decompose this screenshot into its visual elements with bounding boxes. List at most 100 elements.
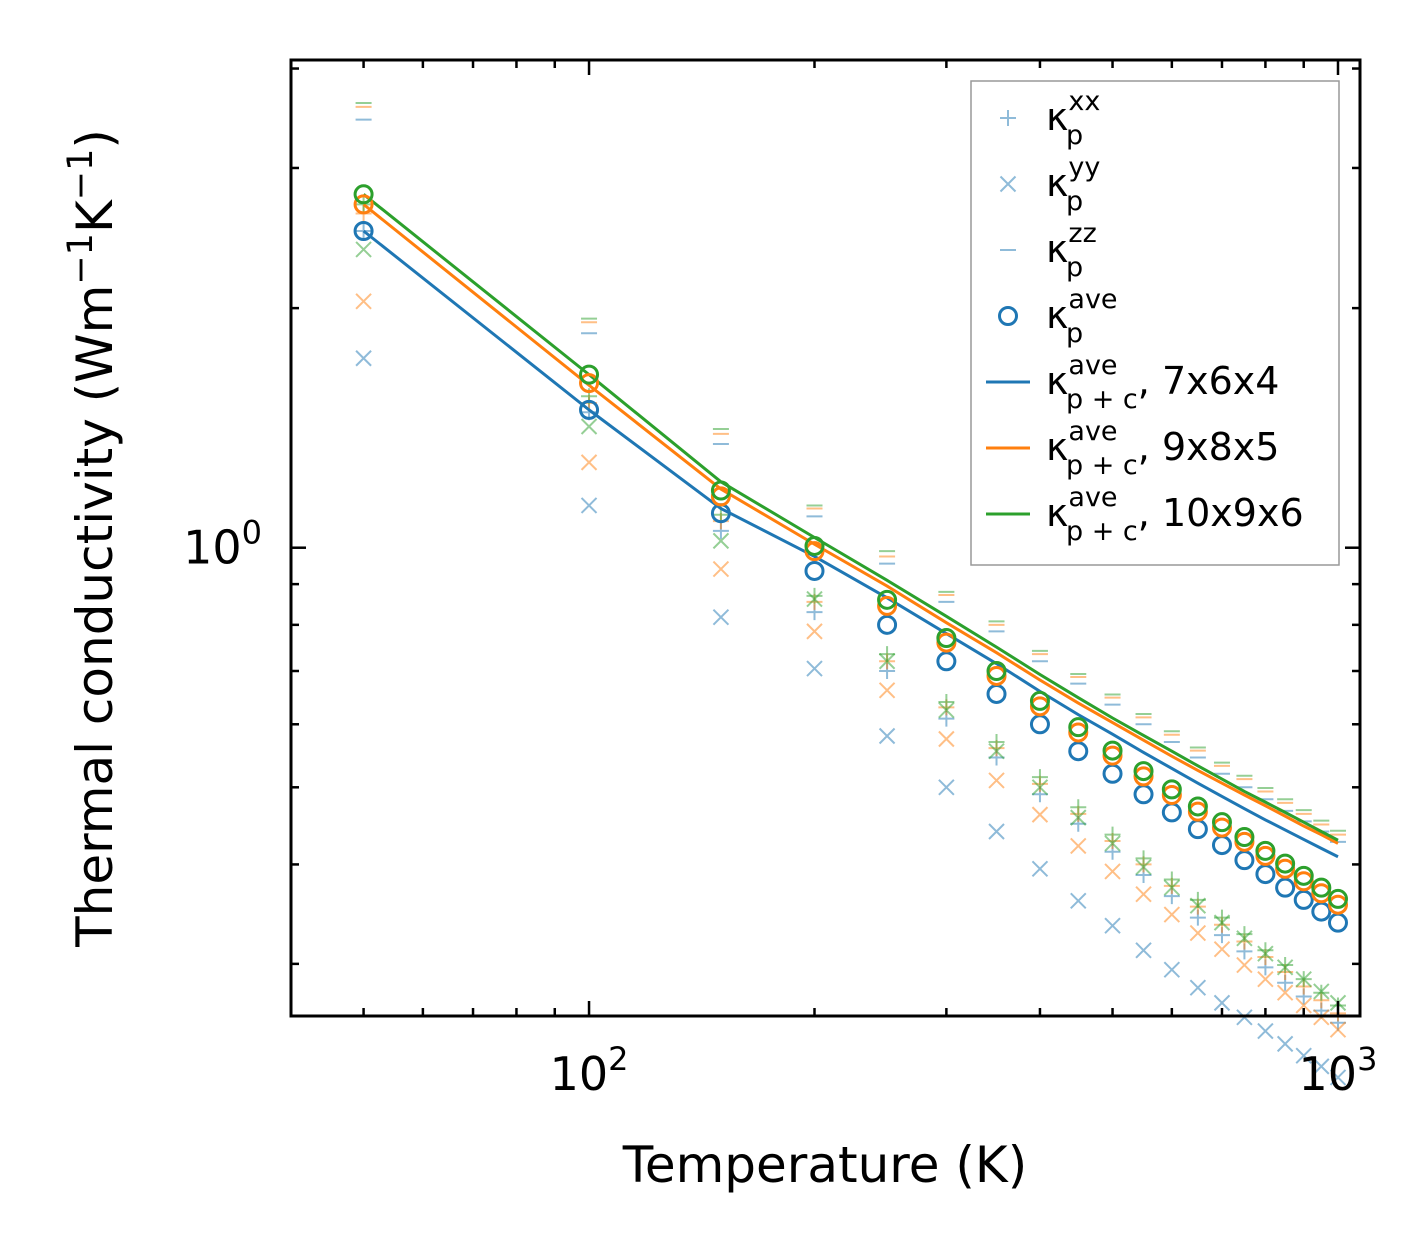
data-point-kp_ave_10x9x6-600 bbox=[1161, 779, 1182, 800]
x-axis-label: Temperature (K) bbox=[622, 1136, 1027, 1194]
data-point-kp_ave_10x9x6-850 bbox=[1275, 853, 1296, 874]
data-point-kp_yy_7x6x4-1000 bbox=[1329, 1069, 1347, 1086]
data-point-kp_xx_10x9x6-800 bbox=[1257, 942, 1274, 959]
data-point-kp_ave_10x9x6-650 bbox=[1187, 796, 1208, 817]
data-point-kp_yy_10x9x6-450 bbox=[1070, 809, 1087, 826]
data-point-kp_ave_7x6x4-700 bbox=[1211, 835, 1232, 856]
data-point-kp_yy_7x6x4-500 bbox=[1104, 917, 1121, 934]
data-point-kp_yy_7x6x4-350 bbox=[988, 823, 1005, 840]
data-point-kp_yy_7x6x4-850 bbox=[1276, 1035, 1294, 1053]
data-point-kp_yy_9x8x5-300 bbox=[938, 730, 955, 748]
data-point-kp_yy_7x6x4-800 bbox=[1257, 1022, 1274, 1040]
data-point-kp_ave_7x6x4-800 bbox=[1255, 864, 1276, 885]
data-point-kp_xx_10x9x6-450 bbox=[1070, 799, 1087, 816]
data-point-kp_xx_10x9x6-500 bbox=[1104, 826, 1121, 843]
data-point-kp_yy_10x9x6-500 bbox=[1104, 835, 1121, 852]
data-point-kp_ave_7x6x4-400 bbox=[1029, 714, 1050, 735]
data-point-kp_ave_9x8x5-550 bbox=[1133, 766, 1154, 787]
data-point-kp_ave_7x6x4-500 bbox=[1102, 763, 1123, 784]
data-point-kp_yy_9x8x5-350 bbox=[988, 772, 1005, 789]
data-point-kp_ave_9x8x5-150 bbox=[710, 486, 731, 507]
data-point-kp_ave_7x6x4-850 bbox=[1275, 877, 1296, 898]
data-point-kp_ave_7x6x4-350 bbox=[986, 683, 1007, 704]
x-tick-label-1000: 103 bbox=[1299, 1040, 1378, 1101]
data-point-kp_ave_9x8x5-900 bbox=[1293, 871, 1314, 892]
data-point-kp_yy_7x6x4-150 bbox=[712, 608, 730, 626]
data-point-kp_xx_10x9x6-300 bbox=[938, 693, 955, 710]
data-point-kp_ave_10x9x6-700 bbox=[1211, 812, 1232, 833]
data-point-kp_yy_10x9x6-800 bbox=[1257, 945, 1274, 962]
data-point-kp_yy_7x6x4-200 bbox=[806, 660, 823, 677]
data-point-kp_yy_9x8x5-800 bbox=[1257, 970, 1274, 988]
data-point-kp_ave_7x6x4-300 bbox=[936, 651, 957, 672]
data-point-kp_ave_7x6x4-100 bbox=[579, 399, 600, 420]
data-point-kp_ave_7x6x4-750 bbox=[1234, 850, 1255, 871]
data-point-kp_yy_10x9x6-650 bbox=[1189, 897, 1207, 914]
legend-label: κave p bbox=[1046, 284, 1118, 349]
data-point-kp_yy_10x9x6-150 bbox=[712, 532, 730, 550]
data-point-kp_yy_10x9x6-250 bbox=[878, 653, 896, 670]
x-tick-label-100: 102 bbox=[550, 1040, 629, 1101]
data-point-kp_ave_7x6x4-600 bbox=[1161, 802, 1182, 823]
data-point-kp_yy_10x9x6-200 bbox=[806, 590, 823, 608]
axes-frame bbox=[289, 58, 1362, 1018]
legend-entry-0: κxx p bbox=[1000, 86, 1100, 151]
data-point-kp_yy_10x9x6-50 bbox=[355, 241, 372, 258]
data-point-kp_yy_10x9x6-100 bbox=[580, 418, 598, 435]
data-point-kp_ave_9x8x5-400 bbox=[1029, 696, 1050, 717]
data-point-kp_yy_9x8x5-50 bbox=[355, 293, 372, 310]
legend-box bbox=[970, 80, 1340, 566]
data-point-kp_ave_10x9x6-300 bbox=[936, 628, 957, 649]
y-tick-label-1: 100 bbox=[183, 514, 262, 575]
data-point-kp_ave_10x9x6-500 bbox=[1102, 740, 1123, 761]
data-point-kp_ave_7x6x4-550 bbox=[1133, 784, 1154, 805]
data-point-kp_yy_9x8x5-650 bbox=[1189, 924, 1207, 942]
data-point-kp_yy_7x6x4-300 bbox=[938, 779, 955, 796]
data-point-kp_ave_10x9x6-950 bbox=[1311, 877, 1332, 898]
data-point-kp_yy_7x6x4-250 bbox=[878, 727, 896, 745]
data-point-kp_yy_7x6x4-900 bbox=[1295, 1047, 1312, 1064]
data-point-kp_ave_10x9x6-800 bbox=[1255, 840, 1276, 861]
legend-label: κave p + c, 9x8x5 bbox=[1046, 416, 1279, 481]
data-point-kp_xx_10x9x6-200 bbox=[806, 587, 823, 604]
data-point-kp_yy_10x9x6-550 bbox=[1135, 858, 1152, 876]
data-point-kp_ave_10x9x6-1000 bbox=[1327, 888, 1348, 909]
legend-marker-swatch bbox=[1000, 110, 1016, 126]
data-point-kp_ave_10x9x6-400 bbox=[1029, 690, 1050, 711]
data-point-kp_yy_10x9x6-300 bbox=[938, 701, 955, 719]
data-point-kp_yy_10x9x6-850 bbox=[1276, 959, 1294, 976]
data-point-kp_yy_10x9x6-950 bbox=[1313, 983, 1330, 1000]
series-line-kpc_ave_10x9x6 bbox=[362, 193, 1339, 842]
data-point-kp_yy_7x6x4-550 bbox=[1135, 942, 1152, 959]
data-point-kp_yy_7x6x4-600 bbox=[1163, 961, 1181, 978]
data-point-kp_ave_7x6x4-450 bbox=[1068, 741, 1089, 762]
data-point-kp_yy_7x6x4-950 bbox=[1313, 1058, 1330, 1075]
data-point-kp_yy_9x8x5-400 bbox=[1031, 806, 1049, 823]
data-point-kp_xx_10x9x6-250 bbox=[879, 646, 896, 663]
legend-label: κave p + c, 7x6x4 bbox=[1046, 350, 1279, 415]
data-point-kp_yy_7x6x4-450 bbox=[1070, 892, 1087, 910]
data-point-kp_yy_9x8x5-900 bbox=[1295, 997, 1312, 1014]
data-point-kp_ave_9x8x5-450 bbox=[1068, 722, 1089, 743]
data-point-kp_xx_10x9x6-850 bbox=[1277, 957, 1294, 974]
legend-label: κzz p bbox=[1046, 218, 1097, 283]
data-point-kp_ave_10x9x6-900 bbox=[1293, 865, 1314, 886]
data-point-kp_yy_10x9x6-750 bbox=[1236, 930, 1253, 947]
legend-marker-swatch bbox=[999, 175, 1017, 193]
data-point-kp_ave_9x8x5-700 bbox=[1211, 817, 1232, 838]
data-point-kp_ave_10x9x6-50 bbox=[353, 184, 374, 205]
data-point-kp_ave_9x8x5-100 bbox=[579, 373, 600, 394]
data-point-kp_yy_9x8x5-200 bbox=[806, 623, 823, 640]
data-point-kp_yy_9x8x5-750 bbox=[1236, 956, 1253, 974]
axis-ticks: 102 103 100 bbox=[183, 60, 1377, 1101]
data-point-kp_yy_7x6x4-100 bbox=[580, 497, 598, 514]
data-point-kp_ave_10x9x6-750 bbox=[1234, 827, 1255, 848]
data-point-kp_ave_9x8x5-600 bbox=[1161, 784, 1182, 805]
data-point-kp_ave_7x6x4-200 bbox=[804, 560, 825, 581]
data-point-kp_yy_9x8x5-1000 bbox=[1329, 1021, 1347, 1038]
data-point-kp_yy_9x8x5-100 bbox=[580, 454, 598, 471]
y-axis-label-exp1: −1 bbox=[61, 233, 101, 285]
